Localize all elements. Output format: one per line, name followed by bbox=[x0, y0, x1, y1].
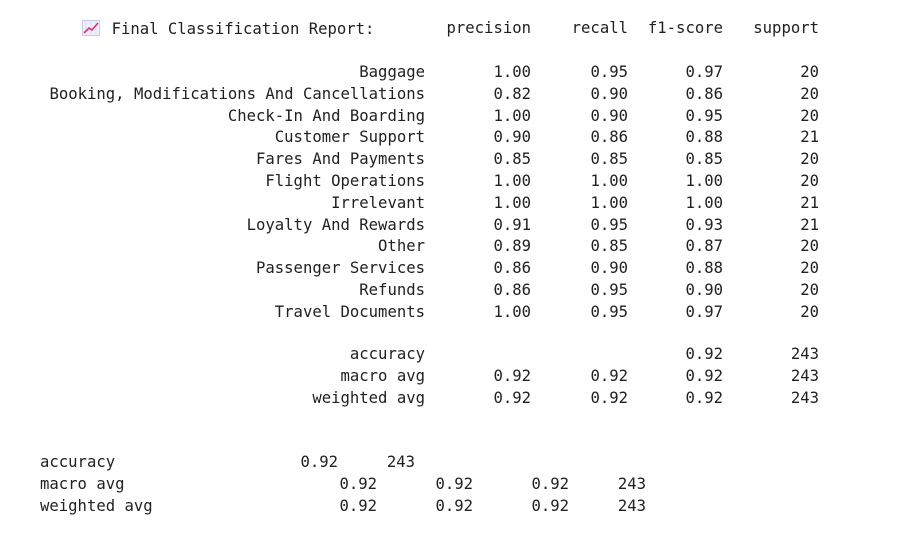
metric-support: 21 bbox=[800, 128, 819, 147]
summary-precision: 0.92 bbox=[493, 388, 531, 407]
bottom-summary-value: 0.92 bbox=[435, 496, 473, 515]
metric-f1: 0.97 bbox=[685, 63, 723, 81]
metric-recall: 0.90 bbox=[590, 106, 628, 125]
summary-label: accuracy bbox=[349, 345, 425, 363]
bottom-summary-label: weighted avg bbox=[40, 496, 153, 515]
class-label: Check-In And Boarding bbox=[227, 106, 425, 125]
bottom-summary-value: 243 bbox=[386, 453, 415, 471]
bottom-summary-value: 0.92 bbox=[531, 474, 569, 493]
metric-precision: 0.86 bbox=[493, 281, 531, 299]
metric-precision: 1.00 bbox=[493, 302, 531, 321]
bottom-summary-label: macro avg bbox=[40, 474, 125, 493]
metric-recall: 0.86 bbox=[590, 128, 628, 147]
metric-recall: 1.00 bbox=[590, 193, 628, 212]
metric-precision: 0.90 bbox=[493, 128, 531, 147]
metric-f1: 0.97 bbox=[685, 302, 723, 321]
metric-f1: 0.90 bbox=[685, 281, 723, 299]
bottom-summary-value: 0.92 bbox=[300, 453, 338, 471]
metric-support: 20 bbox=[800, 237, 819, 256]
metric-f1: 1.00 bbox=[685, 172, 723, 190]
summary-support: 243 bbox=[790, 366, 819, 385]
metric-support: 20 bbox=[800, 150, 819, 169]
column-header-recall: recall bbox=[571, 19, 628, 37]
bottom-summary-value: 0.92 bbox=[339, 496, 377, 515]
metric-support: 20 bbox=[800, 172, 819, 190]
metric-recall: 0.95 bbox=[590, 215, 628, 234]
class-label: Passenger Services bbox=[256, 259, 425, 278]
class-label: Travel Documents bbox=[274, 302, 425, 321]
bottom-summary-value: 0.92 bbox=[531, 496, 569, 515]
summary-f1: 0.92 bbox=[685, 345, 723, 363]
bottom-summary-value: 243 bbox=[617, 474, 646, 493]
metric-support: 20 bbox=[800, 84, 819, 103]
metric-precision: 1.00 bbox=[493, 193, 531, 212]
metric-precision: 1.00 bbox=[493, 106, 531, 125]
metric-precision: 0.85 bbox=[493, 150, 531, 169]
class-label: Irrelevant bbox=[331, 193, 425, 212]
summary-label: macro avg bbox=[340, 366, 426, 385]
summary-recall: 0.92 bbox=[590, 366, 628, 385]
metric-recall: 0.85 bbox=[590, 150, 628, 169]
summary-recall: 0.92 bbox=[590, 388, 628, 407]
bottom-summary-value: 243 bbox=[617, 496, 646, 515]
metric-f1: 0.87 bbox=[685, 237, 723, 256]
bottom-summary-value: 0.92 bbox=[435, 474, 473, 493]
class-label: Fares And Payments bbox=[256, 150, 425, 169]
metric-recall: 0.90 bbox=[590, 84, 628, 103]
metric-support: 20 bbox=[800, 63, 819, 81]
metric-support: 20 bbox=[800, 281, 819, 299]
metric-recall: 1.00 bbox=[590, 172, 628, 190]
bottom-summary-value: 0.92 bbox=[339, 474, 377, 493]
metric-recall: 0.95 bbox=[590, 63, 628, 81]
column-header-precision: precision bbox=[446, 19, 532, 37]
summary-f1: 0.92 bbox=[685, 388, 723, 407]
class-label: Refunds bbox=[359, 281, 425, 299]
column-header-support: support bbox=[753, 19, 819, 37]
metric-precision: 0.82 bbox=[493, 84, 531, 103]
metric-f1: 1.00 bbox=[685, 193, 723, 212]
metric-support: 20 bbox=[800, 106, 819, 125]
summary-f1: 0.92 bbox=[685, 366, 723, 385]
metric-support: 20 bbox=[800, 259, 819, 278]
summary-support: 243 bbox=[790, 388, 819, 407]
column-header-f1-score: f1-score bbox=[647, 19, 723, 37]
metric-precision: 1.00 bbox=[493, 172, 531, 190]
metric-recall: 0.95 bbox=[590, 281, 628, 299]
report-title-row: Final Classification Report: bbox=[44, 0, 374, 38]
report-title: Final Classification Report: bbox=[111, 20, 375, 38]
metric-support: 21 bbox=[800, 193, 819, 212]
summary-support: 243 bbox=[790, 345, 819, 363]
metric-f1: 0.86 bbox=[685, 84, 723, 103]
class-label: Booking, Modifications And Cancellations bbox=[49, 84, 425, 103]
class-label: Loyalty And Rewards bbox=[246, 215, 425, 234]
metric-recall: 0.85 bbox=[590, 237, 628, 256]
metric-f1: 0.93 bbox=[685, 215, 723, 234]
metric-f1: 0.88 bbox=[685, 259, 723, 278]
summary-precision: 0.92 bbox=[493, 366, 531, 385]
metric-support: 21 bbox=[800, 215, 819, 234]
metric-precision: 0.86 bbox=[493, 259, 531, 278]
summary-label: weighted avg bbox=[312, 388, 425, 407]
metric-precision: 1.00 bbox=[493, 63, 531, 81]
metric-f1: 0.88 bbox=[685, 128, 723, 147]
metric-support: 20 bbox=[800, 302, 819, 321]
class-label: Flight Operations bbox=[265, 172, 425, 190]
metric-recall: 0.95 bbox=[590, 302, 628, 321]
class-label: Baggage bbox=[359, 63, 425, 81]
metric-precision: 0.89 bbox=[493, 237, 531, 256]
bottom-summary-label: accuracy bbox=[40, 453, 116, 471]
metric-precision: 0.91 bbox=[493, 215, 531, 234]
chart-increasing-icon bbox=[81, 20, 100, 36]
metric-f1: 0.95 bbox=[685, 106, 723, 125]
metric-recall: 0.90 bbox=[590, 259, 628, 278]
class-label: Other bbox=[378, 237, 425, 256]
class-label: Customer Support bbox=[274, 128, 425, 147]
metric-f1: 0.85 bbox=[685, 150, 723, 169]
